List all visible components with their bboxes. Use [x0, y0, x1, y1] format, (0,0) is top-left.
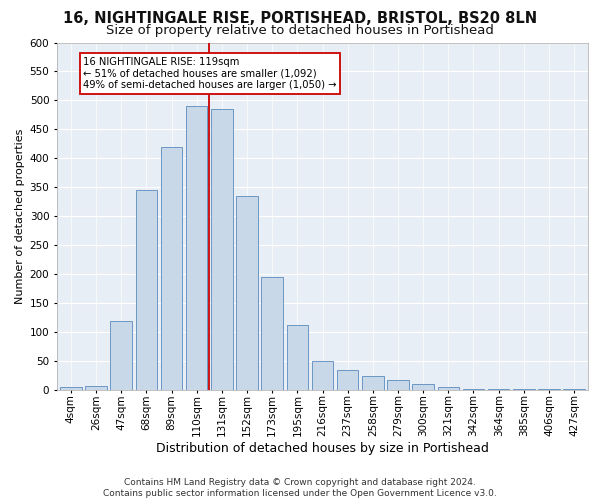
- Bar: [337, 370, 358, 390]
- Bar: [463, 389, 484, 390]
- Bar: [412, 384, 434, 390]
- Bar: [287, 325, 308, 390]
- Bar: [110, 320, 132, 390]
- X-axis label: Distribution of detached houses by size in Portishead: Distribution of detached houses by size …: [156, 442, 489, 455]
- Text: 16, NIGHTINGALE RISE, PORTISHEAD, BRISTOL, BS20 8LN: 16, NIGHTINGALE RISE, PORTISHEAD, BRISTO…: [63, 11, 537, 26]
- Bar: [211, 109, 233, 390]
- Bar: [388, 380, 409, 390]
- Y-axis label: Number of detached properties: Number of detached properties: [16, 128, 25, 304]
- Bar: [437, 387, 459, 390]
- Text: Contains HM Land Registry data © Crown copyright and database right 2024.
Contai: Contains HM Land Registry data © Crown c…: [103, 478, 497, 498]
- Bar: [236, 196, 257, 390]
- Bar: [161, 147, 182, 390]
- Text: Size of property relative to detached houses in Portishead: Size of property relative to detached ho…: [106, 24, 494, 37]
- Bar: [186, 106, 208, 390]
- Bar: [362, 376, 383, 390]
- Bar: [85, 386, 107, 390]
- Bar: [60, 387, 82, 390]
- Bar: [312, 361, 333, 390]
- Bar: [136, 190, 157, 390]
- Text: 16 NIGHTINGALE RISE: 119sqm
← 51% of detached houses are smaller (1,092)
49% of : 16 NIGHTINGALE RISE: 119sqm ← 51% of det…: [83, 57, 337, 90]
- Bar: [262, 277, 283, 390]
